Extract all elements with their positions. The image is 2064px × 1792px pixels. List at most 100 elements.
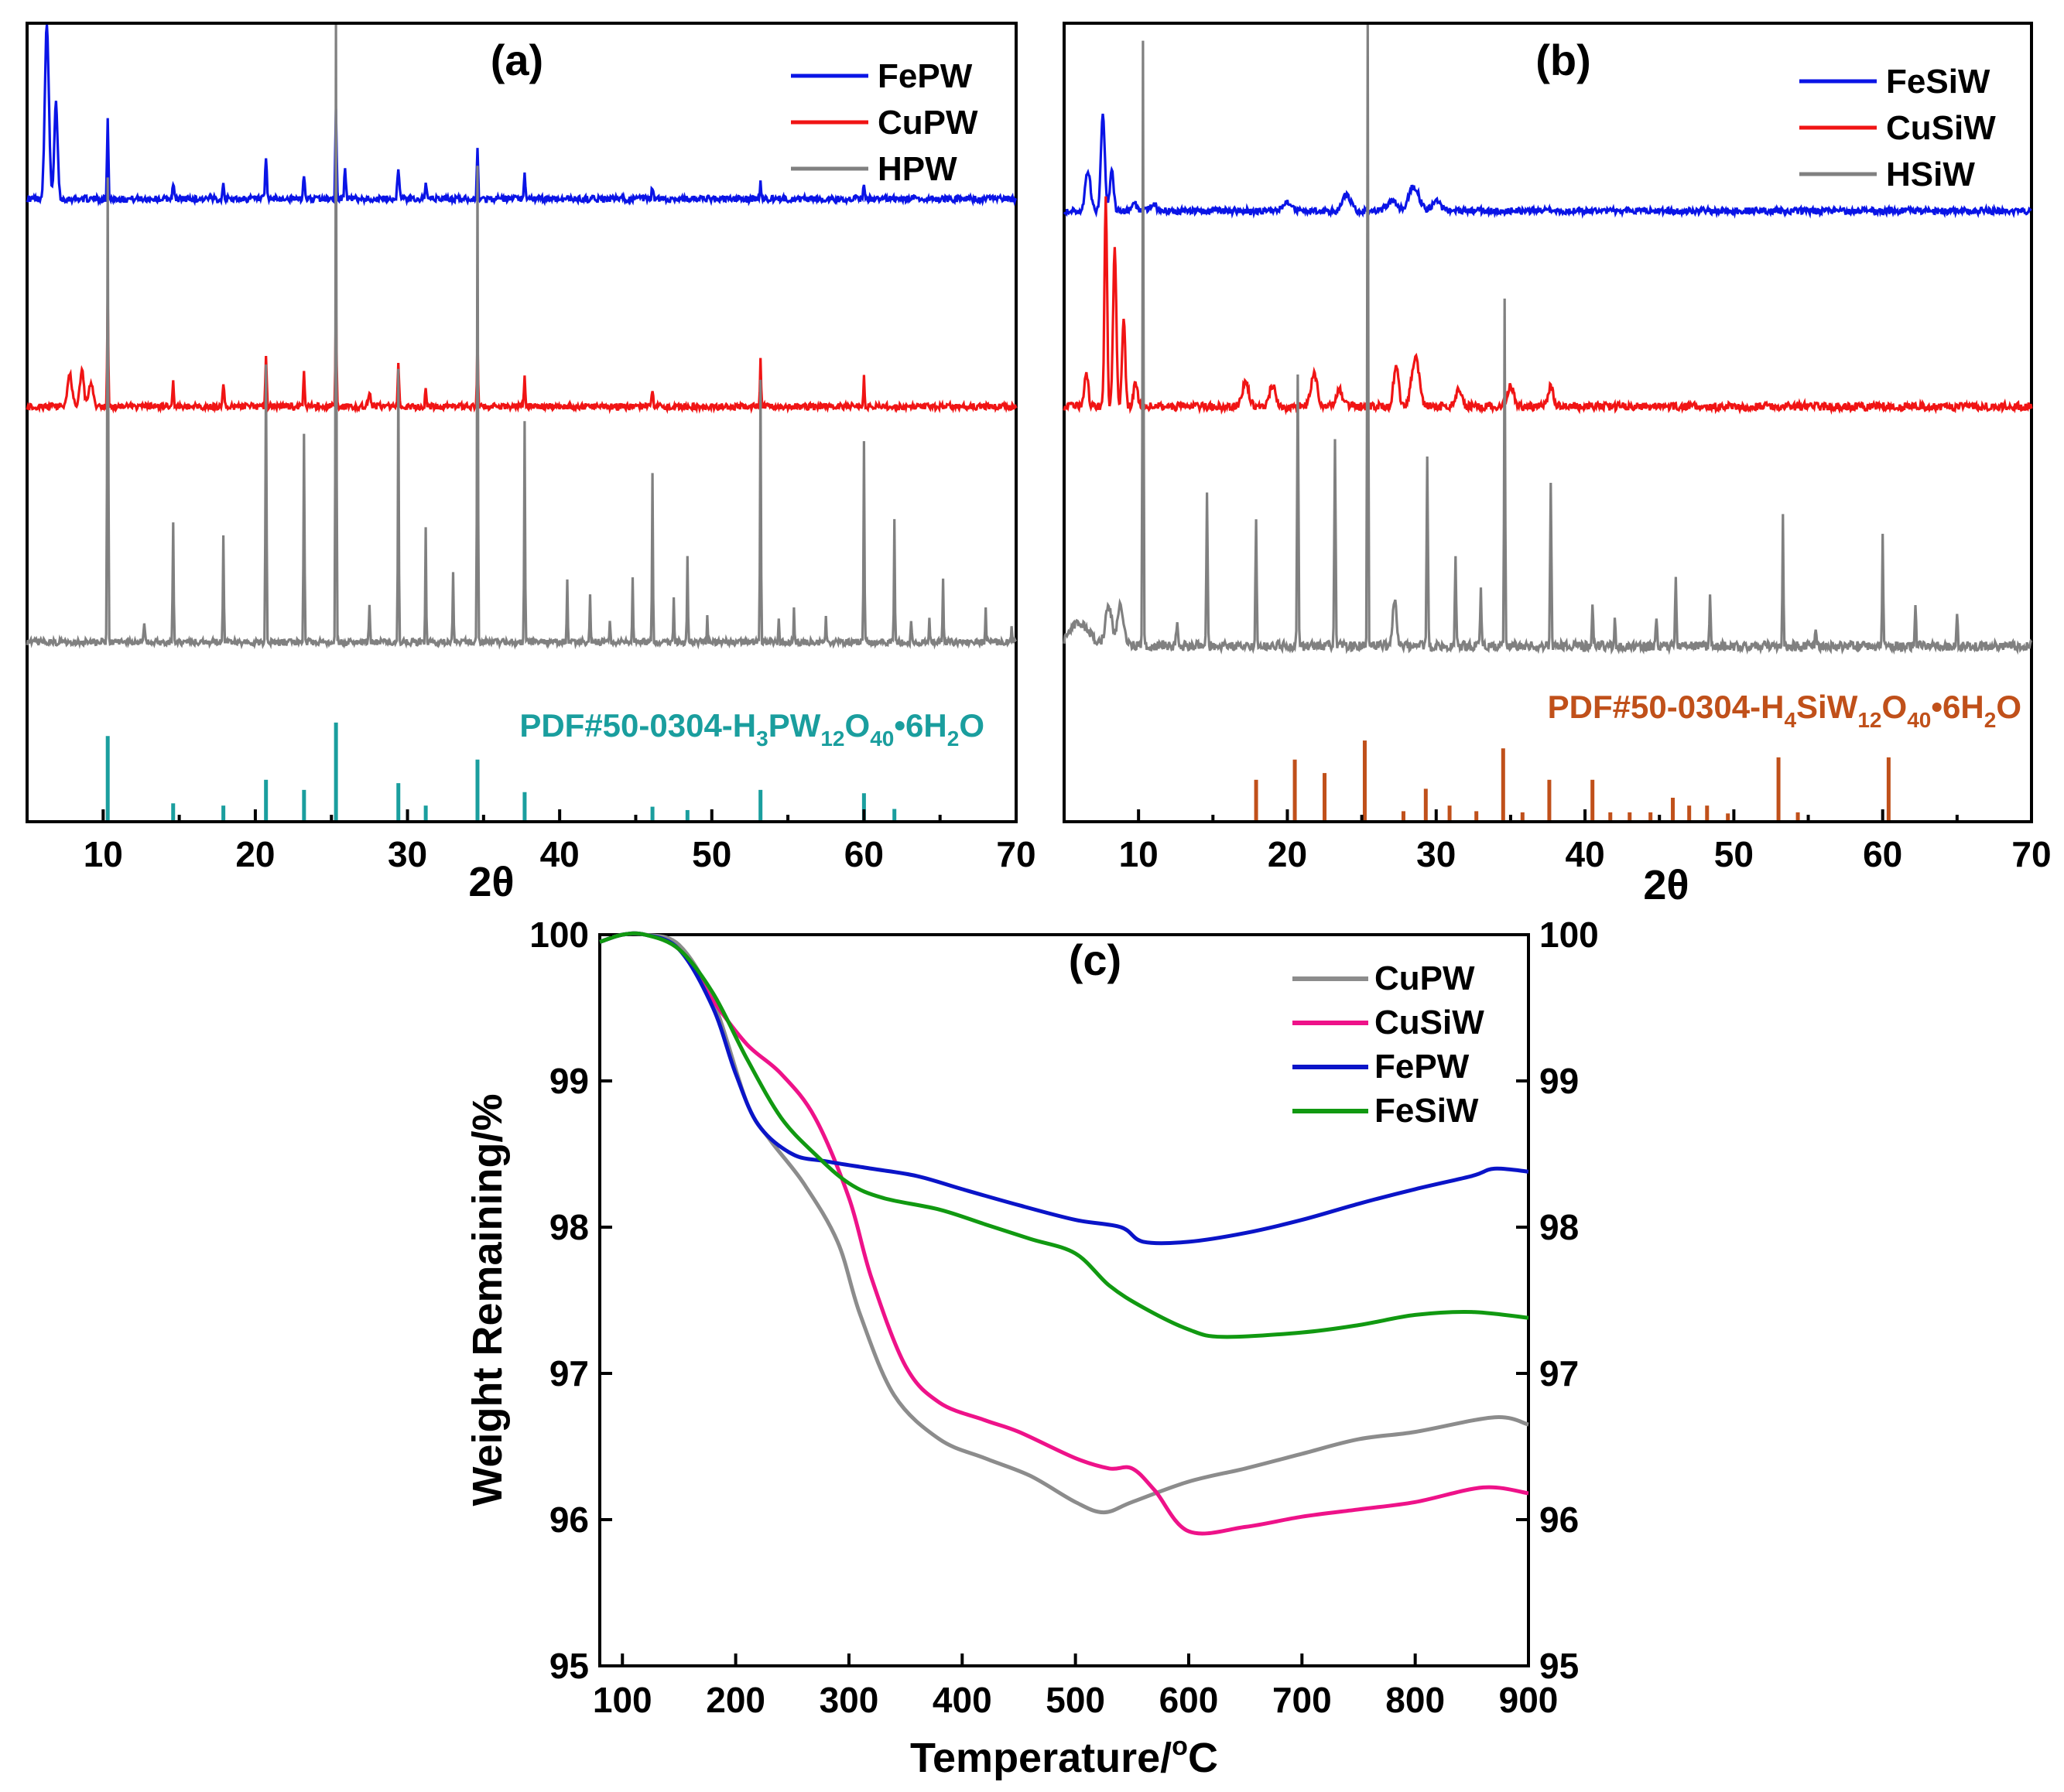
x-tick-label: 60 [1863, 834, 1902, 874]
y-tick-label-left: 98 [549, 1207, 589, 1247]
x-tick-label: 50 [692, 834, 731, 874]
legend-label-FePW: FePW [1374, 1048, 1470, 1086]
panel-a-reference-label: PDF#50-0304-H3PW12O40•6H2O [519, 707, 984, 751]
reference-stick [892, 809, 897, 820]
panel-b-reference-label: PDF#50-0304-H4SiW12O40•6H2O [1548, 689, 2021, 732]
x-tick-label: 20 [235, 834, 275, 874]
reference-stick [1254, 779, 1258, 820]
panel-a-series [26, 24, 1018, 650]
y-tick-label-right: 100 [1539, 915, 1599, 955]
ref-b-label: PDF#50-0304-H [1548, 689, 1785, 725]
reference-stick [1590, 779, 1595, 820]
legend-label-FeSiW: FeSiW [1886, 63, 1990, 101]
legend-label-CuPW: CuPW [878, 104, 978, 142]
reference-stick [396, 783, 401, 820]
reference-stick [1474, 811, 1479, 820]
reference-stick [1687, 805, 1692, 820]
series-line-HPW [26, 24, 1018, 650]
panel-b-frame [1063, 22, 2033, 823]
y-tick-label-right: 95 [1539, 1646, 1579, 1686]
series-line-FePW [599, 931, 1529, 1246]
x-tick-label: 50 [1714, 834, 1754, 874]
x-tick-label: 40 [540, 834, 580, 874]
reference-stick [221, 805, 226, 820]
reference-stick [1292, 759, 1297, 820]
reference-stick [1401, 811, 1405, 820]
ref-b-tail: •6H [1931, 689, 1984, 725]
series-line-FePW [26, 24, 1018, 207]
panel-a-frame [26, 22, 1018, 823]
series-line-FeSiW [599, 931, 1529, 1339]
reference-stick [423, 805, 428, 820]
x-tick-label: 40 [1565, 834, 1604, 874]
legend-label-FeSiW: FeSiW [1374, 1092, 1479, 1130]
series-line-CuSiW [599, 931, 1529, 1536]
x-tick-label: 10 [1119, 834, 1159, 874]
panel-b-title: (b) [1535, 36, 1591, 84]
ref-a-mid2: O [845, 707, 871, 744]
series-line-CuPW [26, 293, 1018, 415]
panel-a-reference-sticks [105, 722, 897, 820]
reference-stick [334, 722, 338, 820]
panel-b-reference-sticks [1254, 740, 1891, 820]
panel-a: 10 20 30 40 50 60 70 (a) FePW CuPW HPW PDF#50-03… [26, 22, 1036, 905]
x-tick-label: 300 [820, 1680, 879, 1720]
reference-stick [685, 809, 690, 820]
panel-b-x-label: 2θ [1643, 862, 1689, 908]
ref-b-sub3: 40 [1907, 708, 1931, 732]
panel-c-x-label-sup: o [1172, 1732, 1188, 1761]
reference-stick [1671, 798, 1676, 820]
panel-b: 10 20 30 40 50 60 70 (b) FeSiW CuSiW HSiW PDF#50… [1063, 22, 2052, 908]
panel-a-legend: FePW CuPW HPW [791, 57, 978, 188]
reference-stick [1628, 812, 1632, 820]
reference-stick [1447, 805, 1452, 820]
x-tick-label: 900 [1499, 1680, 1559, 1720]
x-tick-label: 400 [933, 1680, 992, 1720]
reference-stick [171, 803, 176, 820]
legend-label-HPW: HPW [878, 150, 957, 188]
x-tick-label: 200 [706, 1680, 765, 1720]
x-tick-label: 600 [1159, 1680, 1219, 1720]
y-tick-label-left: 100 [529, 915, 589, 955]
ref-a-sub1: 3 [756, 727, 768, 751]
reference-stick [1886, 757, 1891, 820]
panel-b-series [1063, 24, 2033, 655]
legend-label-CuSiW: CuSiW [1374, 1004, 1484, 1041]
reference-stick [1726, 813, 1730, 820]
ref-a-sub3: 40 [870, 727, 894, 751]
panel-a-x-label: 2θ [468, 859, 514, 905]
ref-a-mid1: PW [768, 707, 821, 744]
x-tick-label: 10 [84, 834, 123, 874]
ref-b-end: O [1996, 689, 2021, 725]
reference-stick [522, 792, 527, 820]
panel-c-series [599, 931, 1529, 1536]
x-tick-label: 700 [1272, 1680, 1332, 1720]
x-tick-label: 70 [2011, 834, 2051, 874]
x-tick-label: 20 [1268, 834, 1307, 874]
ref-a-label: PDF#50-0304-H [519, 707, 756, 744]
reference-stick [475, 759, 480, 820]
y-tick-label-left: 95 [549, 1646, 589, 1686]
reference-stick [105, 736, 110, 820]
x-tick-label: 60 [844, 834, 884, 874]
x-tick-label: 500 [1046, 1680, 1105, 1720]
legend-label-FePW: FePW [878, 57, 973, 95]
y-tick-label-left: 99 [549, 1061, 589, 1101]
y-tick-label-right: 96 [1539, 1500, 1579, 1540]
x-tick-label: 30 [388, 834, 427, 874]
panel-c-y-label: Weight Remaining/% [464, 1093, 511, 1506]
reference-stick [264, 779, 269, 820]
y-tick-label-right: 97 [1539, 1353, 1579, 1394]
y-tick-label-left: 97 [549, 1353, 589, 1394]
reference-stick [1795, 812, 1800, 820]
y-tick-label-right: 99 [1539, 1061, 1579, 1101]
x-tick-label: 100 [593, 1680, 652, 1720]
panel-c-x-label: Temperature/oC [910, 1732, 1218, 1781]
reference-stick [1705, 805, 1710, 820]
x-tick-label: 30 [1416, 834, 1456, 874]
x-tick-label: 800 [1385, 1680, 1445, 1720]
reference-stick [758, 789, 763, 820]
ref-a-end: O [959, 707, 984, 744]
